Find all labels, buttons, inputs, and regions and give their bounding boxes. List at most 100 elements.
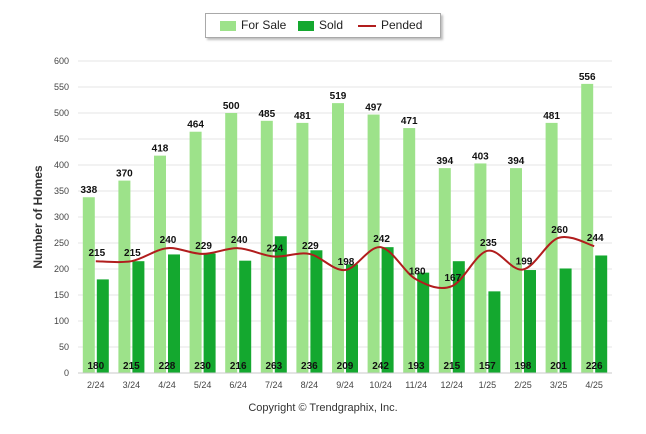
label-pended: 215	[124, 248, 141, 259]
bar-for-sale[interactable]	[260, 120, 273, 373]
bar-sold[interactable]	[595, 255, 608, 373]
bar-for-sale[interactable]	[296, 122, 309, 373]
bar-for-sale[interactable]	[581, 83, 594, 373]
bar-for-sale[interactable]	[438, 168, 451, 373]
label-pended: 167	[444, 273, 461, 284]
label-sold: 180	[87, 361, 104, 372]
bar-for-sale[interactable]	[403, 128, 416, 373]
y-tick-label: 300	[54, 212, 69, 222]
pended-series-line[interactable]	[95, 235, 595, 290]
label-pended: 240	[231, 235, 248, 246]
bar-sold[interactable]	[168, 254, 180, 373]
y-tick-label: 0	[64, 368, 69, 378]
x-tick-label: 9/24	[336, 380, 354, 390]
label-for-sale: 481	[543, 111, 560, 122]
x-tick-label: 10/24	[369, 380, 392, 390]
label-sold: 157	[479, 361, 496, 372]
legend-item-sold[interactable]: Sold	[298, 18, 343, 32]
x-tick-label: 2/25	[514, 380, 532, 390]
label-pended: 240	[160, 235, 177, 246]
bar-for-sale[interactable]	[545, 122, 558, 373]
bar-for-sale[interactable]	[118, 180, 131, 373]
copyright-text: Copyright © Trendgraphix, Inc.	[248, 402, 398, 414]
label-pended: 199	[516, 257, 533, 268]
y-tick-label: 50	[59, 342, 69, 352]
data-labels: 338 215 180 370 215 215 418 240 228 464 229 230 500 2…	[80, 72, 604, 372]
label-sold: 215	[123, 361, 140, 372]
y-tick-label: 500	[54, 108, 69, 118]
label-for-sale: 500	[223, 101, 240, 112]
bars	[82, 83, 608, 374]
legend-swatch-sold	[298, 20, 314, 31]
legend-swatch-pended	[358, 24, 376, 27]
y-tick-label: 600	[54, 56, 69, 66]
label-for-sale: 403	[472, 151, 489, 162]
label-sold: 230	[194, 361, 211, 372]
pended-line	[95, 235, 595, 290]
legend-swatch-for-sale	[220, 20, 236, 31]
label-sold: 226	[586, 361, 603, 372]
label-for-sale: 394	[508, 156, 525, 167]
bar-for-sale[interactable]	[510, 168, 522, 373]
label-pended: 229	[195, 241, 212, 252]
label-sold: 236	[301, 361, 318, 372]
label-pended: 180	[409, 266, 426, 277]
bar-sold[interactable]	[274, 236, 287, 373]
label-pended: 224	[266, 244, 283, 255]
bar-sold[interactable]	[417, 272, 430, 373]
label-for-sale: 394	[436, 156, 453, 167]
x-tick-label: 7/24	[265, 380, 283, 390]
bar-sold[interactable]	[132, 261, 145, 373]
label-for-sale: 338	[80, 185, 97, 196]
x-tick-label: 12/24	[441, 380, 464, 390]
bar-sold[interactable]	[452, 261, 465, 373]
bar-sold[interactable]	[346, 264, 358, 373]
legend: For Sale Sold Pended	[205, 13, 441, 38]
y-tick-label: 450	[54, 134, 69, 144]
bar-for-sale[interactable]	[154, 155, 166, 373]
legend-item-for-sale[interactable]: For Sale	[220, 18, 286, 32]
y-tick-label: 100	[54, 316, 69, 326]
y-axis-label: Number of Homes	[31, 165, 45, 269]
bar-for-sale[interactable]	[225, 113, 238, 373]
label-for-sale: 497	[365, 103, 382, 114]
bar-sold[interactable]	[559, 268, 572, 373]
legend-label-pended: Pended	[381, 18, 423, 32]
label-sold: 263	[265, 361, 282, 372]
x-tick-label: 6/24	[229, 380, 247, 390]
y-tick-label: 350	[54, 186, 69, 196]
y-axis-ticks: 0 50 100 150 200 250 300 350 400 450 500 550 600	[54, 56, 69, 378]
bar-for-sale[interactable]	[332, 103, 344, 374]
label-sold: 201	[550, 361, 567, 372]
label-sold: 198	[515, 361, 532, 372]
label-for-sale: 418	[152, 144, 169, 155]
label-pended: 198	[338, 257, 355, 268]
y-tick-label: 400	[54, 160, 69, 170]
x-tick-label: 3/24	[123, 380, 141, 390]
label-for-sale: 519	[330, 91, 347, 102]
bar-for-sale[interactable]	[367, 114, 380, 373]
bar-sold[interactable]	[203, 253, 216, 373]
label-pended: 242	[373, 234, 390, 245]
label-for-sale: 556	[579, 72, 596, 83]
legend-item-pended[interactable]: Pended	[358, 18, 422, 32]
bar-for-sale[interactable]	[474, 163, 487, 373]
bar-sold[interactable]	[239, 260, 252, 373]
bar-sold[interactable]	[524, 270, 536, 373]
label-sold: 193	[408, 361, 425, 372]
bar-sold[interactable]	[310, 250, 323, 373]
bar-for-sale[interactable]	[82, 197, 95, 373]
x-tick-label: 8/24	[301, 380, 319, 390]
legend-label-for-sale: For Sale	[241, 18, 287, 32]
bar-sold[interactable]	[96, 279, 109, 373]
x-tick-label: 11/24	[405, 380, 427, 390]
label-for-sale: 485	[258, 109, 275, 120]
legend-label-sold: Sold	[319, 18, 344, 32]
label-pended: 244	[587, 233, 604, 244]
y-tick-label: 150	[54, 290, 69, 300]
label-for-sale: 471	[401, 116, 418, 127]
bar-sold[interactable]	[488, 291, 501, 373]
label-sold: 216	[230, 361, 247, 372]
bar-sold[interactable]	[381, 247, 394, 373]
label-sold: 215	[443, 361, 460, 372]
